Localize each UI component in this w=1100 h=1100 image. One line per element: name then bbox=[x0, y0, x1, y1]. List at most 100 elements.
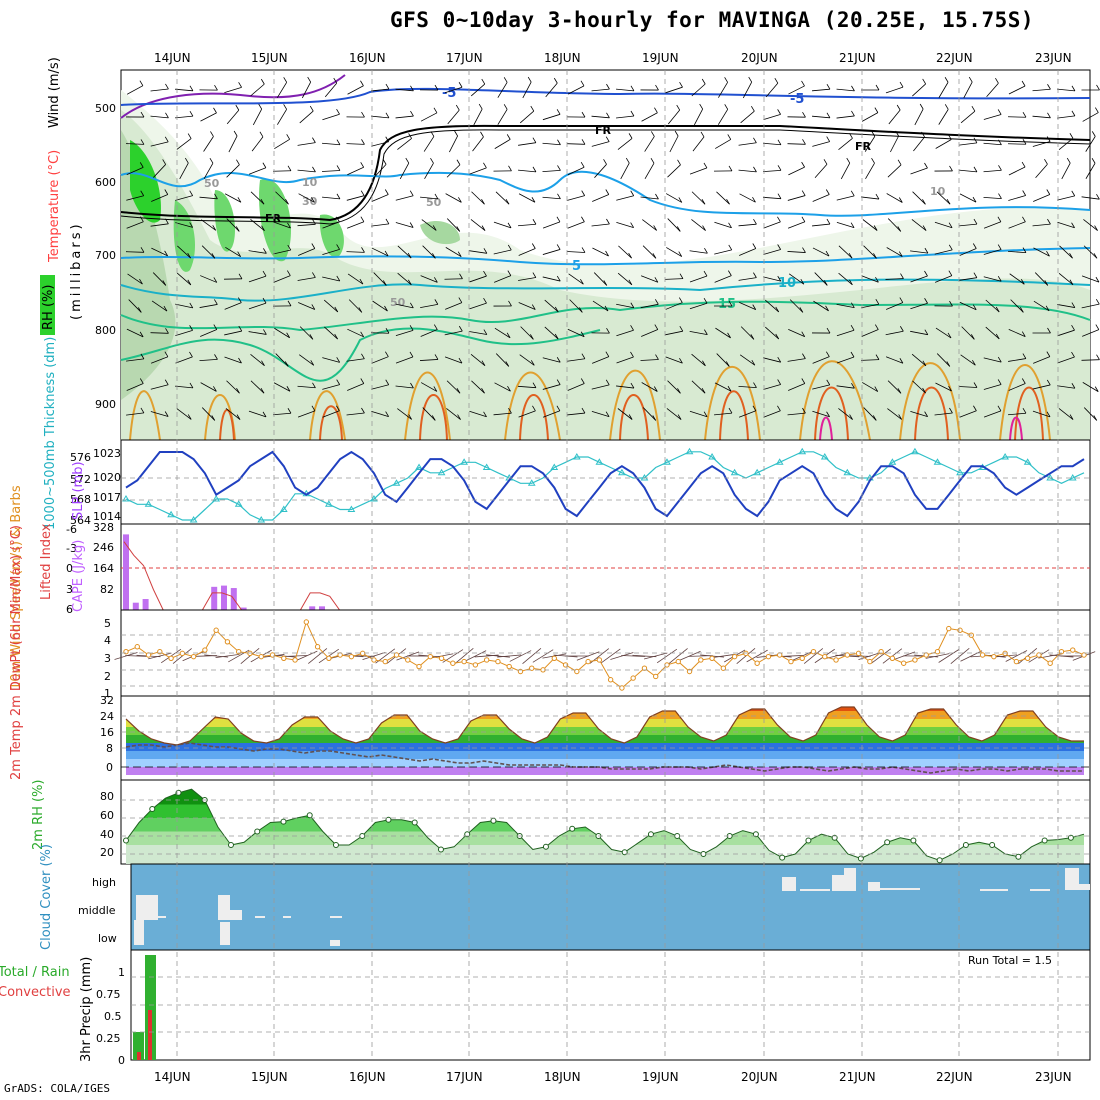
wind-barb bbox=[689, 302, 708, 310]
wind-barb bbox=[591, 410, 610, 418]
barb-flag bbox=[407, 279, 412, 286]
barb-flag bbox=[924, 162, 928, 169]
cape-bar bbox=[221, 585, 227, 610]
wind-barb bbox=[494, 275, 511, 283]
barb-flag bbox=[532, 219, 537, 225]
wind-barb bbox=[983, 221, 1002, 229]
wind-barb bbox=[371, 411, 389, 417]
date-label-top: 18JUN bbox=[544, 51, 581, 65]
barb-flag bbox=[211, 415, 216, 421]
barb-flag bbox=[1047, 84, 1051, 90]
wind-barb bbox=[568, 273, 584, 285]
wind-barb bbox=[861, 275, 879, 283]
thick-tick: 576 bbox=[70, 451, 91, 464]
wind-barb bbox=[395, 195, 414, 201]
wind-barb bbox=[176, 408, 192, 420]
barb-flag bbox=[701, 387, 706, 394]
barb-flag bbox=[898, 414, 902, 420]
barb-flag bbox=[699, 103, 704, 110]
cape-bar bbox=[319, 606, 325, 610]
wind10-barb bbox=[362, 652, 386, 660]
barb-flag bbox=[408, 133, 412, 139]
barb-flag bbox=[164, 379, 169, 385]
barb-flag bbox=[556, 357, 561, 363]
wind-barb bbox=[250, 83, 265, 97]
wind-barb bbox=[126, 85, 144, 95]
date-label-top: 20JUN bbox=[741, 51, 778, 65]
barb-flag bbox=[382, 280, 387, 286]
wind-barb bbox=[983, 114, 1002, 120]
barb-flag bbox=[725, 361, 730, 367]
barb-flag bbox=[777, 275, 782, 282]
wind-barb bbox=[787, 221, 806, 229]
barb-flag bbox=[287, 244, 292, 251]
chart-title: GFS 0~10day 3-hourly for MAVINGA (20.25E… bbox=[390, 8, 1035, 32]
wind-barb bbox=[518, 142, 536, 146]
thickness-point bbox=[482, 463, 491, 470]
barb-flag bbox=[997, 109, 1002, 115]
wind10-barb bbox=[125, 655, 150, 657]
barb-flag bbox=[970, 334, 975, 340]
barb-flag bbox=[630, 110, 635, 117]
wind-barb bbox=[963, 81, 973, 99]
barb-flag bbox=[674, 130, 679, 137]
wind10-barb bbox=[308, 648, 328, 664]
wind-barb bbox=[422, 245, 436, 259]
barb-flag bbox=[753, 382, 757, 388]
wind-barb bbox=[888, 109, 901, 125]
wind10-point bbox=[179, 650, 186, 657]
wind-barb bbox=[642, 407, 657, 421]
wind-barb bbox=[126, 195, 144, 201]
barb-flag bbox=[530, 360, 535, 366]
wind10-point bbox=[912, 657, 918, 663]
wind-barb bbox=[787, 195, 806, 201]
barb-flag bbox=[701, 78, 706, 85]
wind-barb bbox=[814, 164, 828, 178]
barb-flag bbox=[653, 386, 658, 392]
wind-barb bbox=[938, 82, 949, 98]
barb-flag bbox=[407, 252, 412, 259]
barb-flag bbox=[580, 161, 585, 168]
wind10-point bbox=[348, 653, 355, 660]
barb-flag bbox=[140, 111, 145, 118]
wind-barb bbox=[961, 326, 975, 340]
barb-flag bbox=[431, 415, 436, 421]
barb-flag bbox=[506, 134, 511, 140]
barb-flag bbox=[360, 80, 364, 86]
wind-barb bbox=[689, 167, 708, 175]
wind-barb bbox=[1082, 382, 1099, 392]
wind-barb bbox=[371, 115, 389, 119]
wind-barb bbox=[299, 326, 314, 340]
wind-barb bbox=[494, 382, 511, 392]
wind-barb bbox=[788, 273, 805, 285]
barb-flag bbox=[532, 405, 536, 412]
wind-barb bbox=[910, 167, 928, 175]
wind-barb bbox=[322, 249, 340, 255]
upper-axis-labels: Wind (m/s) Temperature (°C) RH (%) (mill… bbox=[40, 57, 84, 335]
barb-flag bbox=[1021, 80, 1026, 87]
wind-barb bbox=[567, 412, 585, 416]
barb-flag bbox=[753, 272, 757, 278]
barb-flag bbox=[262, 411, 267, 418]
barb-flag bbox=[457, 251, 462, 257]
wind-barb bbox=[250, 354, 265, 366]
rh2m-point bbox=[831, 834, 838, 841]
wind-barb bbox=[1032, 141, 1051, 147]
rh2m-point bbox=[884, 839, 891, 846]
wind10-point bbox=[168, 655, 174, 661]
barb-flag bbox=[946, 361, 951, 367]
date-label-top: 19JUN bbox=[642, 51, 679, 65]
barb-flag bbox=[948, 244, 953, 251]
wind-barb bbox=[203, 162, 214, 180]
thickness-point bbox=[820, 453, 829, 460]
wind-barb bbox=[274, 327, 290, 339]
wind-barb bbox=[934, 412, 953, 416]
wind-barb bbox=[250, 380, 265, 394]
wind-barb bbox=[592, 247, 609, 257]
barb-flag bbox=[968, 76, 973, 83]
wind-barb bbox=[1033, 194, 1050, 202]
wind-barb bbox=[691, 219, 706, 231]
wind10-barb bbox=[576, 651, 600, 661]
thickness-point bbox=[572, 453, 581, 460]
barb-flag bbox=[679, 325, 684, 332]
